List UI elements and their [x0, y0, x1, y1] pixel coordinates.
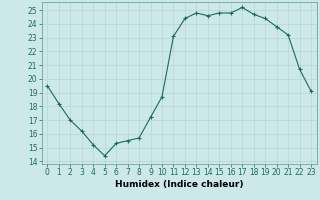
X-axis label: Humidex (Indice chaleur): Humidex (Indice chaleur) — [115, 180, 244, 189]
